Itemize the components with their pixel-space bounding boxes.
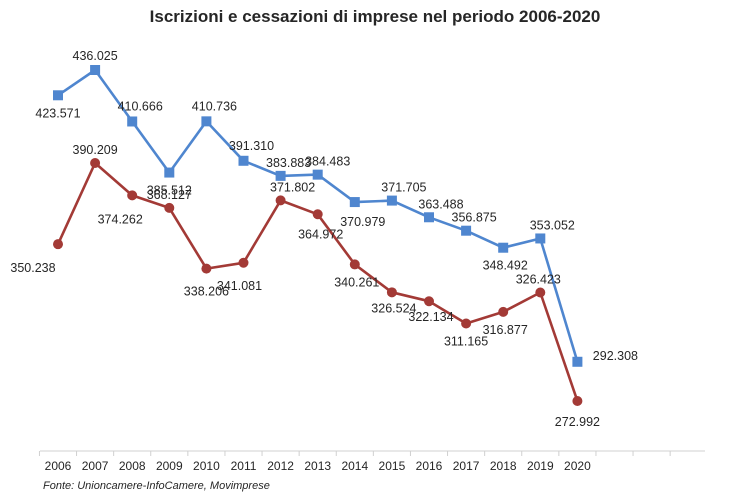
data-label-cessazioni: 364.972: [298, 227, 343, 241]
x-tick-label: 2007: [82, 459, 109, 473]
x-tick-labels: 2006 2007 2008 2009 2010 2011 2012 2013 2014 2015…: [45, 459, 591, 473]
x-tick-label: 2011: [231, 459, 257, 473]
data-point-cessazioni: [53, 239, 63, 250]
data-point-iscrizioni: [275, 170, 286, 181]
data-label-iscrizioni: 384.483: [305, 155, 350, 169]
x-tick-label: 2009: [156, 459, 183, 473]
data-label-cessazioni: 341.081: [217, 279, 262, 293]
data-point-iscrizioni: [90, 65, 101, 75]
x-tick-label: 2014: [341, 459, 368, 473]
data-point-cessazioni: [424, 296, 434, 307]
data-label-cessazioni: 316.877: [483, 323, 528, 337]
data-label-iscrizioni: 391.310: [229, 139, 274, 153]
chart-title: Iscrizioni e cessazioni di imprese nel p…: [149, 7, 601, 26]
data-label-cessazioni: 272.992: [555, 415, 600, 429]
data-label-cessazioni: 371.802: [270, 180, 315, 194]
data-point-cessazioni: [90, 158, 101, 169]
data-point-iscrizioni: [238, 155, 249, 166]
data-label-cessazioni: 322.134: [408, 310, 453, 324]
data-point-iscrizioni: [424, 212, 434, 223]
data-point-cessazioni: [201, 263, 212, 274]
data-label-iscrizioni: 410.666: [118, 99, 163, 113]
data-point-iscrizioni: [53, 90, 63, 101]
data-point-iscrizioni: [164, 167, 175, 178]
data-label-cessazioni: 326.524: [371, 301, 416, 315]
data-label-iscrizioni: 371.705: [381, 181, 426, 195]
data-label-cessazioni: 390.209: [73, 143, 118, 157]
data-label-cessazioni: 338.206: [184, 285, 229, 299]
x-tick-label: 2016: [416, 459, 443, 473]
data-point-cessazioni: [572, 396, 583, 406]
x-tick-label: 2010: [193, 459, 220, 473]
data-point-cessazioni: [312, 209, 323, 220]
data-point-iscrizioni: [386, 195, 397, 206]
data-point-iscrizioni: [127, 116, 138, 127]
data-point-cessazioni: [498, 306, 509, 317]
data-point-iscrizioni: [572, 356, 583, 367]
x-tick-label: 2017: [453, 459, 480, 473]
data-label-iscrizioni: 363.488: [418, 197, 463, 211]
chart-source: Fonte: Unioncamere-InfoCamere, Movimpres…: [43, 480, 270, 492]
data-point-cessazioni: [461, 318, 472, 329]
x-tick-label: 2015: [379, 459, 406, 473]
x-tick-label: 2019: [527, 459, 554, 473]
data-label-cessazioni: 311.165: [444, 334, 488, 348]
data-label-cessazioni: 368.127: [147, 188, 192, 202]
data-label-iscrizioni: 423.571: [35, 106, 80, 120]
x-tick-marks: [38, 451, 671, 456]
x-tick-label: 2020: [564, 459, 591, 473]
data-point-cessazioni: [275, 195, 286, 206]
x-tick-label: 2006: [45, 459, 72, 473]
x-tick-label: 2008: [119, 459, 146, 473]
series-markers: [53, 65, 583, 406]
data-labels: 423.571 436.025 410.666 385.512 410.736 391.3…: [10, 49, 638, 429]
data-point-iscrizioni: [201, 116, 212, 127]
data-point-cessazioni: [238, 257, 249, 268]
data-label-cessazioni: 350.238: [10, 261, 55, 275]
data-point-cessazioni: [386, 287, 397, 298]
data-label-cessazioni: 326.423: [516, 273, 561, 287]
x-tick-label: 2012: [267, 459, 294, 473]
data-label-iscrizioni: 348.492: [483, 259, 528, 273]
data-label-cessazioni: 374.262: [98, 212, 143, 226]
data-point-iscrizioni: [312, 169, 323, 180]
data-point-iscrizioni: [498, 242, 509, 253]
data-label-iscrizioni: 356.875: [452, 211, 497, 225]
data-label-iscrizioni: 383.883: [266, 156, 311, 170]
data-point-cessazioni: [127, 190, 138, 201]
data-label-iscrizioni: 370.979: [340, 215, 385, 229]
data-label-iscrizioni: 353.052: [530, 218, 575, 232]
data-point-cessazioni: [349, 259, 360, 270]
data-point-iscrizioni: [349, 197, 360, 208]
data-label-iscrizioni: 410.736: [192, 99, 237, 113]
data-point-cessazioni: [535, 287, 546, 298]
data-point-iscrizioni: [535, 233, 546, 244]
data-label-iscrizioni: 292.308: [593, 349, 638, 363]
data-point-cessazioni: [164, 202, 175, 213]
data-point-iscrizioni: [461, 225, 472, 236]
data-label-iscrizioni: 385.512: [147, 184, 192, 198]
data-label-iscrizioni: 436.025: [73, 49, 118, 63]
x-tick-label: 2018: [490, 459, 517, 473]
x-tick-label: 2013: [304, 459, 331, 473]
data-label-cessazioni: 340.261: [334, 275, 379, 289]
